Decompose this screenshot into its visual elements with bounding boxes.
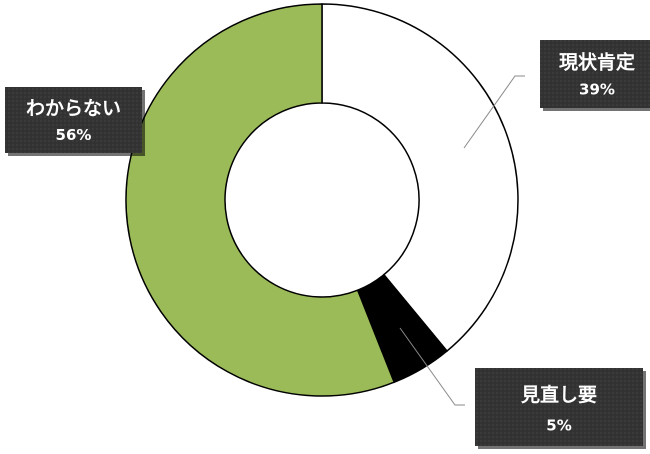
label-box	[540, 40, 650, 108]
leader-lines-group	[399, 75, 525, 406]
label-percent: 39%	[579, 80, 615, 98]
label-box	[475, 368, 643, 446]
label-percent: 5%	[546, 416, 571, 434]
label-category: わからない	[26, 98, 121, 120]
label-category: 見直し要	[521, 383, 597, 406]
slice-2	[125, 3, 396, 397]
label-box	[5, 87, 142, 153]
leader-line-0	[463, 75, 525, 149]
data-labels-group: 現状肯定 39% 見直し要 5% わからない 56%	[5, 40, 650, 449]
label-percent: 56%	[56, 126, 92, 144]
slices-group	[125, 3, 519, 397]
slice-0	[321, 3, 519, 353]
label-category: 現状肯定	[559, 51, 635, 74]
data-label-2: わからない 56%	[5, 87, 145, 156]
leader-line-1	[399, 327, 465, 406]
data-label-1: 見直し要 5%	[475, 368, 646, 449]
data-label-0: 現状肯定 39%	[540, 40, 650, 111]
